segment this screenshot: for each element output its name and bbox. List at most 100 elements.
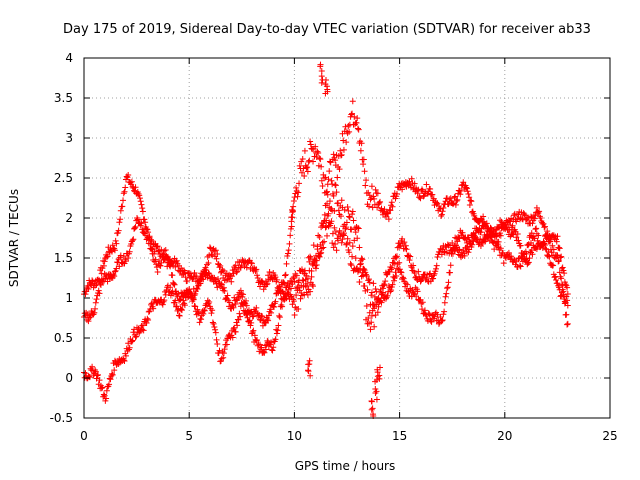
data-point [304,367,311,374]
data-point [82,370,89,377]
data-point [523,250,530,257]
y-tick-label: 3 [65,131,73,145]
data-point [260,286,267,293]
data-point [410,289,417,296]
data-point [115,256,122,263]
data-point [93,296,100,303]
data-point [111,367,118,374]
data-point [140,327,147,334]
data-point [563,293,570,300]
data-point [494,238,501,245]
data-point [312,143,319,150]
data-point [358,140,365,147]
data-point [364,286,371,293]
data-point [441,248,448,255]
data-point [321,175,328,182]
data-point [230,304,237,311]
data-point [371,293,378,300]
data-point [553,251,560,258]
data-point [121,188,128,195]
data-point [393,190,400,197]
y-tick-label: 1.5 [54,251,73,265]
data-point [99,384,106,391]
data-point [117,252,124,259]
data-point [339,204,346,211]
data-point [243,297,250,304]
data-point [161,297,168,304]
data-point [396,266,403,273]
data-point [212,329,219,336]
data-point [459,229,466,236]
data-point [243,302,250,309]
data-point [328,177,335,184]
data-point [494,243,501,250]
data-point [301,147,308,154]
data-point [285,247,292,254]
data-point [296,162,303,169]
data-point [218,281,225,288]
data-point [309,281,316,288]
data-point [232,300,239,307]
data-point [452,201,459,208]
data-point [247,322,254,329]
data-point [529,220,536,227]
data-point [368,292,375,299]
data-point [355,267,362,274]
data-point [326,168,333,175]
data-point [508,253,515,260]
data-point [413,293,420,300]
data-point [291,278,298,285]
data-point [441,299,448,306]
data-point [234,322,241,329]
data-point [198,275,205,282]
data-point [273,330,280,337]
data-point [464,188,471,195]
data-point [461,252,468,259]
data-point [128,178,135,185]
data-point [298,158,305,165]
data-point [106,275,113,282]
data-point [399,235,406,242]
data-point [368,312,375,319]
data-point [435,203,442,210]
data-point [272,298,279,305]
data-point [340,230,347,237]
data-point [376,199,383,206]
data-point [153,243,160,250]
data-point [94,371,101,378]
data-point [173,303,180,310]
data-point [289,301,296,308]
data-point [132,184,139,191]
y-tick-label: 0 [65,371,73,385]
data-point [293,285,300,292]
data-point [175,312,182,319]
data-point [82,291,89,298]
data-point [557,254,564,261]
data-point [178,307,185,314]
data-point [198,276,205,283]
data-point [349,98,356,105]
x-tick-label: 10 [287,429,302,443]
data-point [370,411,377,418]
data-point [161,256,168,263]
data-point [317,241,324,248]
data-point [307,138,314,145]
data-point [139,208,146,215]
data-point [405,252,412,259]
data-point [248,319,255,326]
data-point [465,249,472,256]
data-point [429,191,436,198]
chart-title: Day 175 of 2019, Sidereal Day-to-day VTE… [63,22,591,37]
data-point [269,347,276,354]
data-point [215,261,222,268]
data-point [550,262,557,269]
data-point [111,247,118,254]
data-point [181,269,188,276]
data-point [169,259,176,266]
data-point [304,168,311,175]
data-point [308,273,315,280]
data-point [195,310,202,317]
data-point [343,139,350,146]
data-point [337,147,344,154]
